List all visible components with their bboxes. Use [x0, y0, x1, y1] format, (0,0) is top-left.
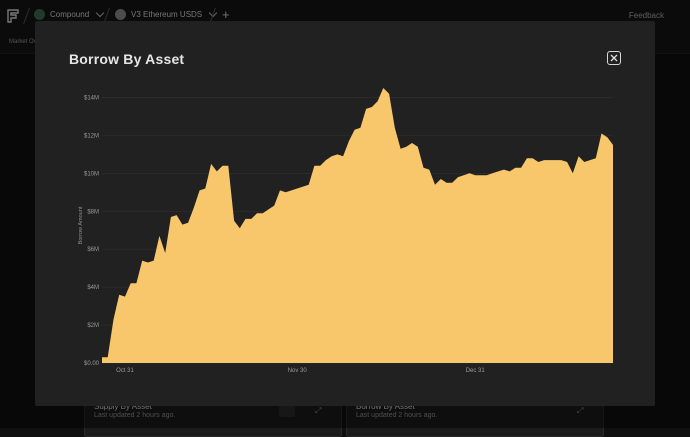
x-tick-label: Nov 30 — [288, 368, 308, 374]
x-tick-label: Oct 31 — [116, 368, 134, 374]
card-title: Supply By Asset — [94, 402, 152, 411]
y-tick-label: $14M — [84, 95, 99, 101]
sub-navigation-item[interactable]: Market Ov — [9, 39, 37, 45]
y-tick-label: $0.00 — [84, 361, 100, 367]
borrow-area-chart: $0.00 $2M $4M $6M $8M $10M $12M $14M Oct 31 Nov … — [78, 88, 613, 374]
filter-button[interactable] — [279, 405, 295, 417]
ethereum-icon — [115, 9, 126, 20]
card-title: Borrow By Asset — [356, 402, 415, 411]
x-axis: Oct 31 Nov 30 Dec 31 — [116, 368, 485, 374]
feedback-button[interactable]: Feedback — [628, 11, 664, 20]
y-tick-label: $12M — [84, 133, 99, 139]
breadcrumb-market[interactable]: V3 Ethereum USDS — [115, 8, 218, 20]
app-logo-icon[interactable] — [7, 9, 19, 23]
expand-icon[interactable]: ⤢ — [315, 406, 322, 415]
close-icon — [610, 54, 618, 62]
card-subtitle: Last updated 2 hours ago. — [356, 412, 438, 419]
y-tick-label: $2M — [87, 323, 99, 329]
breadcrumb-market-label: V3 Ethereum USDS — [131, 10, 203, 19]
y-tick-label: $4M — [87, 285, 99, 291]
add-tab-icon[interactable]: + — [222, 7, 230, 22]
breadcrumb-protocol[interactable]: Compound — [34, 8, 105, 20]
modal-title: Borrow By Asset — [69, 51, 185, 67]
y-tick-label: $8M — [87, 209, 99, 215]
close-button[interactable] — [607, 51, 621, 65]
card-subtitle: Last updated 2 hours ago. — [94, 412, 176, 419]
borrow-area-series — [102, 88, 613, 363]
x-tick-label: Dec 31 — [466, 368, 486, 374]
breadcrumb-protocol-label: Compound — [50, 10, 90, 19]
y-tick-label: $6M — [87, 247, 99, 253]
compound-icon — [34, 9, 45, 20]
y-tick-label: $10M — [84, 171, 99, 177]
expand-icon[interactable]: ⤢ — [577, 406, 584, 415]
y-axis: $0.00 $2M $4M $6M $8M $10M $12M $14M — [84, 95, 100, 367]
y-axis-label: Borrow Amount — [78, 206, 84, 244]
chart-modal: Borrow By Asset $0.00 $2M $4M $6M $8M $10M $12… — [35, 21, 655, 406]
